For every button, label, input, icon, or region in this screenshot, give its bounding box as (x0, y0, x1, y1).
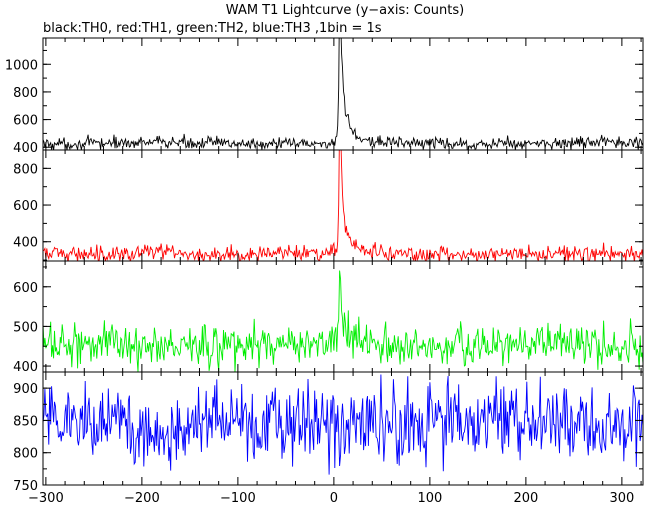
panel-frame (42, 371, 644, 486)
chart-title: WAM T1 Lightcurve (y−axis: Counts) (226, 3, 464, 18)
series-line-th0 (43, 38, 643, 150)
y-tick-label: 400 (13, 360, 38, 375)
y-tick-label: 600 (13, 199, 38, 214)
y-tick-label: 500 (13, 320, 38, 335)
y-tick-label: 400 (13, 141, 38, 156)
y-tick-label: 800 (13, 86, 38, 101)
panel-th1: 400 600 800 (13, 149, 644, 262)
panel-frame (42, 260, 644, 373)
x-tick-label: −300 (28, 491, 64, 505)
series-line-th1 (43, 150, 643, 261)
y-tick-label: 900 (13, 382, 38, 397)
y-tick-label: 800 (13, 162, 38, 177)
y-tick-label: 600 (13, 114, 38, 129)
x-tick-label: −100 (220, 491, 256, 505)
panel-frame (42, 37, 644, 151)
y-tick-label: 400 (13, 236, 38, 251)
series-line-th2 (43, 270, 643, 372)
x-tick-label: 0 (330, 491, 338, 505)
y-tick-label: 750 (13, 479, 38, 494)
series-line-th3 (43, 374, 643, 475)
x-axis: −300 −200 −100 0 100 200 300 (28, 491, 634, 505)
y-tick-label: 850 (13, 414, 38, 429)
chart-subtitle: black:TH0, red:TH1, green:TH2, blue:TH3 … (43, 21, 382, 36)
y-tick-label: 600 (13, 281, 38, 296)
panel-th3: 750 800 850 900 (13, 371, 644, 494)
y-tick-label: 800 (13, 447, 38, 462)
x-tick-label: 200 (513, 491, 538, 505)
x-tick-label: 100 (417, 491, 442, 505)
y-tick-label: 1000 (5, 58, 38, 73)
x-tick-label: 300 (609, 491, 634, 505)
panels-group: 400 600 800 1000 400 600 800 400 500 600 750 800 850… (5, 37, 644, 494)
panel-th2: 400 500 600 (13, 260, 644, 375)
x-tick-label: −200 (124, 491, 160, 505)
